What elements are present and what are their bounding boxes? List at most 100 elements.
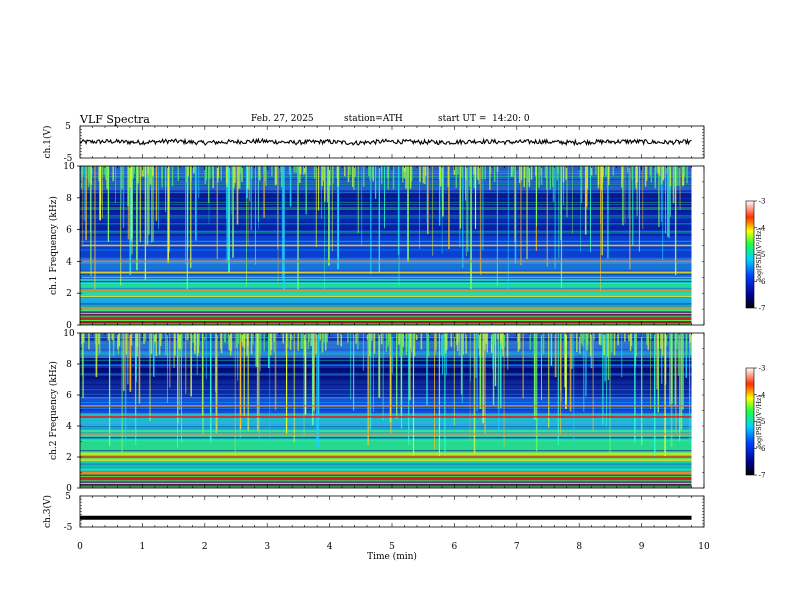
ch1-spectrogram-band-line [80, 308, 692, 310]
ch2-spectrogram-upper-noise [501, 333, 504, 350]
ch1-spectrogram-upper-noise [523, 166, 525, 188]
ch2-spectrogram-sferic-streak [202, 333, 204, 436]
ch1-spectrogram-upper-noise [626, 166, 629, 173]
ch2-spectrogram-sferic-streak [426, 333, 428, 406]
ch1-spectrogram-ytick-label: 4 [66, 257, 72, 267]
ch1-spectrogram-upper-noise [106, 166, 108, 190]
ch1-spectrogram-sferic-streak [459, 166, 462, 229]
ch1-spectrogram-upper-noise [194, 166, 196, 174]
ch2-spectrogram-upper-noise [187, 333, 189, 341]
ch2-spectrogram-sferic-streak [522, 333, 525, 399]
ch1-spectrogram-sferic-streak [254, 166, 256, 265]
ch1-spectrogram-sferic-streak [669, 166, 671, 217]
ch2-spectrogram-upper-noise [479, 333, 481, 356]
ch1-spectrogram-sferic-streak [439, 166, 441, 226]
ch2-spectrogram-upper-noise [143, 333, 145, 345]
ch1-spectrogram-upper-noise [368, 166, 370, 177]
ch1-spectrogram-sferic-streak [321, 166, 322, 219]
ch2-spectrogram-texture-row [80, 428, 692, 430]
ch2-spectrogram-ytick-label: 2 [66, 453, 72, 463]
ch2-spectrogram-sferic-streak [378, 333, 380, 398]
ch1-spectrogram-sferic-streak [115, 166, 116, 204]
ch1-spectrogram-texture-row [80, 211, 692, 213]
ch1-spectrogram-texture-row [80, 173, 692, 174]
ch1-spectrogram-sferic-streak [326, 166, 328, 203]
ch2-spectrogram-upper-noise [154, 333, 156, 342]
ch1-spectrogram-upper-noise [313, 166, 316, 179]
ch2-spectrogram-upper-noise [484, 333, 486, 351]
ch1-spectrogram-texture-row [80, 270, 692, 272]
ch2-spectrogram-ytick-label: 0 [66, 484, 72, 494]
ch1-spectrogram-sferic-streak [558, 166, 560, 259]
ch2-spectrogram-upper-noise [319, 333, 321, 341]
ch1-spectrogram-texture-row [80, 257, 692, 259]
ch2-spectrogram-upper-noise [158, 333, 161, 348]
date-label: Feb. 27, 2025 [251, 114, 314, 124]
ch2-spectrogram-texture-row [80, 472, 692, 474]
ch1-spectrogram-low-comb [80, 316, 692, 318]
ch1-spectrogram-sferic-streak [514, 166, 516, 243]
ch1-spectrogram-sferic-streak [246, 166, 247, 287]
ch1-spectrogram-upper-noise [288, 166, 291, 175]
ch1-spectrogram-upper-noise [597, 166, 600, 189]
ch2-spectrogram-low-comb [80, 476, 692, 478]
ch1-spectrogram-sferic-streak [668, 166, 670, 239]
ch2-spectrogram-upper-noise [270, 333, 273, 350]
ch2-spectrogram-sferic-streak [400, 333, 403, 416]
ch2-spectrogram-sferic-streak [243, 333, 245, 417]
ch1-spectrogram-sferic-streak [190, 166, 192, 269]
ch1-spectrogram-sferic-streak [375, 166, 377, 199]
ch2-spectrogram-texture-row [80, 438, 692, 440]
ch2-spectrogram-upper-noise [282, 333, 284, 344]
ch1-spectrogram-upper-noise [152, 166, 154, 177]
ch1-spectrogram-upper-noise [657, 166, 659, 174]
ch1-spectrogram-upper-noise [211, 166, 214, 178]
x-tick-label: 5 [389, 542, 395, 552]
ch2-spectrogram-upper-noise [180, 333, 183, 357]
ch2-spectrogram-upper-noise [246, 333, 249, 347]
ch2-spectrogram-sferic-streak [179, 333, 181, 411]
ch2-spectrogram-upper-noise [111, 333, 113, 341]
ch2-spectrogram-band-line [80, 459, 692, 461]
ch1-spectrogram-sferic-streak [120, 166, 122, 286]
ch2-spectrogram-upper-noise [389, 333, 391, 356]
ch1-spectrogram-sferic-streak [467, 166, 469, 252]
ch1-spectrogram-upper-noise [528, 166, 531, 187]
ch2-spectrogram-sferic-streak [239, 333, 242, 430]
ch1-spectrogram-upper-noise [527, 166, 530, 174]
ch1-spectrogram-sferic-streak [250, 166, 252, 231]
ch2-spectrogram-upper-noise [322, 333, 324, 353]
ch2-spectrogram-sferic-streak [255, 333, 257, 367]
ch1-spectrogram-upper-noise [259, 166, 261, 181]
ch2-spectrogram-upper-noise [237, 333, 240, 344]
ch1-spectrogram-sferic-streak [324, 166, 325, 292]
ch1-spectrogram-image [80, 166, 704, 325]
ch2-spectrogram-sferic-streak [475, 333, 477, 378]
ch2-spectrogram-sferic-streak [123, 333, 125, 392]
ch2-spectrogram-upper-noise [576, 333, 578, 352]
ch2-spectrogram-sferic-streak [621, 333, 623, 378]
x-tick-label: 6 [452, 542, 458, 552]
ch2-spectrogram-upper-noise [304, 333, 306, 356]
ch2-spectrogram-texture-row [80, 414, 692, 416]
ch2-spectrogram-upper-noise [440, 333, 443, 356]
ch1-spectrogram-sferic-streak [155, 166, 158, 221]
ch2-spectrogram-upper-noise [268, 333, 270, 356]
ch2-spectrogram-texture-row [80, 387, 692, 389]
ch2-spectrogram-sferic-streak [350, 333, 352, 400]
ch2-spectrogram-sferic-streak [396, 333, 398, 419]
ch2-spectrogram-texture-row [80, 389, 692, 391]
ch2-spectrogram-upper-noise [229, 333, 232, 356]
ch1-spectrogram-sferic-streak [131, 166, 133, 255]
ch2-spectrogram-sferic-streak [210, 333, 212, 443]
ch2-spectrogram-sferic-streak [469, 333, 471, 442]
x-tick-label: 1 [140, 542, 146, 552]
ch2-spectrogram-sferic-streak [293, 333, 296, 443]
ch1-spectrogram-upper-noise [457, 166, 459, 175]
ch2-spectrogram-upper-noise [94, 333, 97, 345]
ch1-spectrogram-texture-row [80, 274, 692, 275]
ch1-spectrogram-upper-noise [164, 166, 167, 188]
ch1-spectrogram-texture-row [80, 290, 692, 292]
ch2-spectrogram-texture-row [80, 371, 692, 372]
ch2-spectrogram-sferic-streak [640, 333, 643, 446]
